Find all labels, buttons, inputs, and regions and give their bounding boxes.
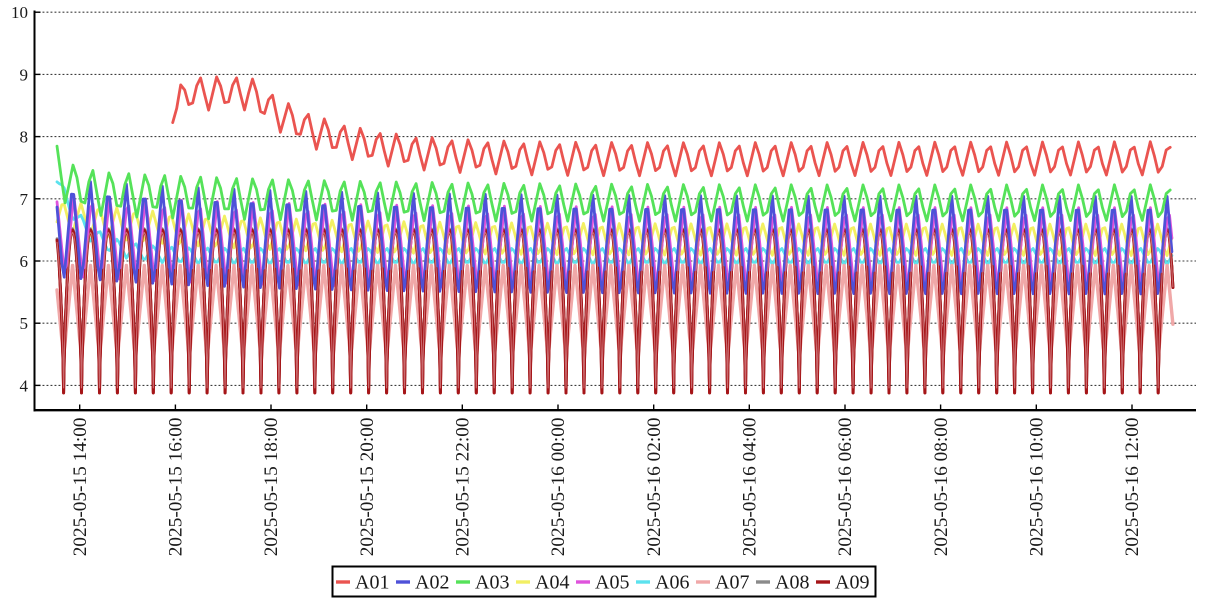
svg-text:6: 6 [20, 252, 29, 271]
svg-text:5: 5 [20, 314, 29, 333]
svg-text:A01: A01 [355, 572, 389, 594]
svg-text:4: 4 [20, 376, 29, 395]
svg-text:2025-05-15 18:00: 2025-05-15 18:00 [261, 418, 282, 557]
svg-text:7: 7 [20, 190, 29, 209]
svg-text:2025-05-15 16:00: 2025-05-15 16:00 [166, 418, 187, 557]
svg-text:2025-05-16 08:00: 2025-05-16 08:00 [931, 418, 952, 557]
svg-text:A05: A05 [595, 572, 629, 594]
svg-text:9: 9 [20, 65, 29, 84]
svg-text:10: 10 [11, 3, 28, 22]
svg-text:A09: A09 [835, 572, 869, 594]
svg-text:8: 8 [20, 128, 29, 147]
svg-text:2025-05-16 06:00: 2025-05-16 06:00 [835, 418, 856, 557]
svg-text:2025-05-16 10:00: 2025-05-16 10:00 [1027, 418, 1048, 557]
svg-text:2025-05-16 04:00: 2025-05-16 04:00 [740, 418, 761, 557]
svg-text:A03: A03 [475, 572, 509, 594]
svg-text:2025-05-15 14:00: 2025-05-15 14:00 [70, 418, 91, 557]
svg-text:A04: A04 [535, 572, 569, 594]
svg-text:2025-05-16 12:00: 2025-05-16 12:00 [1122, 418, 1143, 557]
svg-text:A08: A08 [775, 572, 809, 594]
svg-text:2025-05-15 20:00: 2025-05-15 20:00 [357, 418, 378, 557]
svg-text:A07: A07 [715, 572, 749, 594]
svg-text:A02: A02 [415, 572, 449, 594]
svg-text:2025-05-15 22:00: 2025-05-15 22:00 [453, 418, 474, 557]
svg-text:A06: A06 [655, 572, 689, 594]
svg-text:2025-05-16 02:00: 2025-05-16 02:00 [644, 418, 665, 557]
svg-text:2025-05-16 00:00: 2025-05-16 00:00 [548, 418, 569, 557]
